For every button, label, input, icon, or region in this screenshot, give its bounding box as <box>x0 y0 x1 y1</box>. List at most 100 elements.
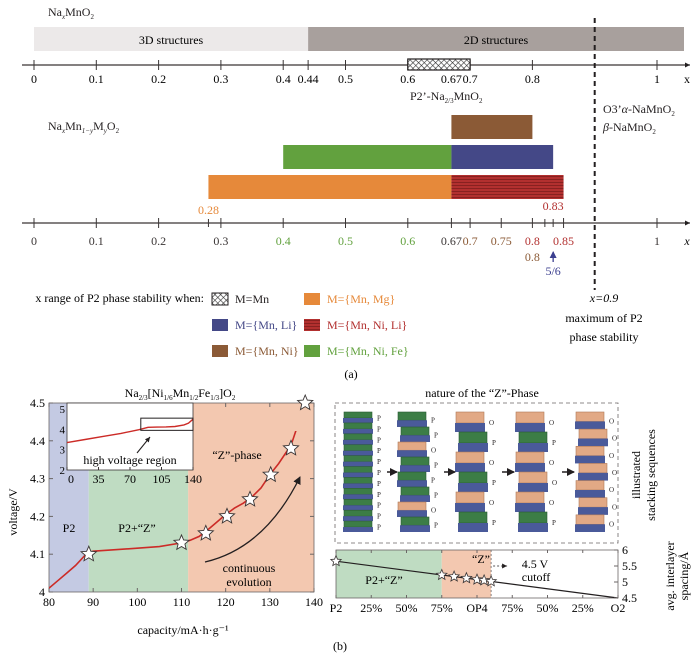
tm-layer <box>458 523 488 532</box>
tm-layer <box>458 443 488 452</box>
side-label-stacking: stacking sequences <box>644 429 658 521</box>
mn-p2-range-bar <box>408 59 470 70</box>
label-0-83: 0.83 <box>543 199 564 213</box>
spacing-y-tick-label: 5.5 <box>622 559 637 573</box>
bottom-axis-tick-label: 1 <box>654 234 660 248</box>
stacking-letter: O <box>609 418 614 426</box>
prismatic-layer <box>344 412 372 418</box>
tm-layer <box>578 473 608 481</box>
bottom-axis-x-label: x <box>683 234 690 248</box>
inset-x-tick-label: 105 <box>153 472 171 486</box>
tm-layer <box>458 483 488 492</box>
spacing-x-tick-label: 75% <box>431 601 453 615</box>
octahedral-layer <box>576 515 604 524</box>
legend-swatch-1 <box>304 293 320 305</box>
stacking-letter: P <box>377 436 381 444</box>
stacking-column-0: PPPPPPPPPPP <box>343 412 381 532</box>
bottom-axis-tick-label: 0.7 <box>463 234 478 248</box>
tm-layer <box>518 443 548 452</box>
inset-x-tick-label: 140 <box>184 472 202 486</box>
spacing-x-tick-label: 25% <box>360 601 382 615</box>
bar-mn-mg <box>208 175 451 199</box>
formula-naxmno2: NaxMnO2 <box>48 5 94 21</box>
tm-layer <box>575 456 605 464</box>
prismatic-layer <box>519 432 547 443</box>
tm-layer <box>578 439 608 447</box>
stacking-letter: P <box>492 479 496 487</box>
stacking-letter: O <box>489 459 494 467</box>
label-0-28: 0.28 <box>198 203 219 217</box>
octahedral-layer <box>576 412 604 421</box>
octahedral-layer <box>516 492 544 503</box>
prismatic-layer <box>401 487 429 495</box>
prismatic-layer <box>344 467 372 473</box>
x-tick-label: 90 <box>87 595 99 609</box>
stacking-letter: O <box>549 459 554 467</box>
stacking-letter: P <box>377 491 381 499</box>
legend-swatch-5 <box>304 345 320 357</box>
stacking-letter: P <box>552 439 556 447</box>
octahedral-layer <box>579 463 607 472</box>
spacing-region-label-p2z: P2+“Z” <box>365 573 402 587</box>
prismatic-layer <box>398 472 426 480</box>
x-tick-label: 130 <box>261 595 279 609</box>
stacking-letter: O <box>552 479 557 487</box>
tm-layer <box>518 483 548 492</box>
bottom-axis-tick-label: 0.67 <box>441 234 462 248</box>
x-tick-label: 140 <box>305 595 323 609</box>
stacking-letter: P <box>377 414 381 422</box>
structure-label-3d: 3D structures <box>139 33 204 47</box>
o3-label: O3’α-NaMnO2 <box>603 102 675 118</box>
panel-b-label: (b) <box>333 639 347 653</box>
tm-layer <box>515 503 545 512</box>
stacking-letter: P <box>377 458 381 466</box>
stacking-column-1: PPOPPPOP <box>397 412 438 532</box>
octahedral-layer <box>519 472 547 483</box>
spacing-x-tick-label: 50% <box>537 601 559 615</box>
inset-x-tick-label: 70 <box>124 472 136 486</box>
tm-layer <box>397 420 427 427</box>
top-axis-tick-label: 0.6 <box>400 72 415 86</box>
prismatic-layer <box>459 432 487 443</box>
stacking-letter: O <box>612 469 617 477</box>
bar-mn-li <box>451 145 553 169</box>
y-tick-label: 4.1 <box>30 547 45 561</box>
formula-doped: NaxMn1−yMyO2 <box>48 119 120 135</box>
p2-prime-label: P2’-Na2/3MnO2 <box>410 89 483 105</box>
max-desc-line1: maximum of P2 <box>565 311 642 325</box>
label-0-8-ni: 0.8 <box>525 250 540 264</box>
prismatic-layer <box>459 512 487 523</box>
octahedral-layer <box>516 452 544 463</box>
top-axis-tick-label: 0.5 <box>338 72 353 86</box>
spacing-x-tick-label: 75% <box>501 601 523 615</box>
legend-label-2: M={Mn, Li} <box>235 318 297 332</box>
octahedral-layer <box>456 412 484 423</box>
stacking-column-3: OPOOOP <box>515 412 557 532</box>
stacking-letter: P <box>434 432 438 440</box>
stacking-letter: O <box>431 447 436 455</box>
region-label-p2z: P2+“Z” <box>118 521 155 535</box>
y-tick-label: 4 <box>39 585 45 599</box>
stacking-letter: O <box>489 499 494 507</box>
stacking-letter: P <box>552 519 556 527</box>
tm-layer <box>515 463 545 472</box>
top-axis-tick-label: 0.2 <box>151 72 166 86</box>
inset-y-tick-label: 3 <box>60 445 66 457</box>
stacking-letter: P <box>377 469 381 477</box>
tm-layer <box>343 451 373 456</box>
y-tick-label: 4.2 <box>30 509 45 523</box>
octahedral-layer <box>398 442 426 450</box>
y-axis-label-spacing-1: avg. interlayer <box>663 541 677 610</box>
bottom-axis-tick-label: 0.2 <box>151 234 166 248</box>
top-axis-tick-label: 1 <box>654 72 660 86</box>
prismatic-layer <box>401 457 429 465</box>
prismatic-layer <box>344 499 372 505</box>
top-axis-tick-label: 0.3 <box>213 72 228 86</box>
prismatic-layer <box>344 510 372 516</box>
x-tick-label: 100 <box>128 595 146 609</box>
spacing-x-tick-label: 25% <box>572 601 594 615</box>
inset-label: high voltage region <box>83 453 176 467</box>
cutoff-label-2: cutoff <box>522 570 550 584</box>
bottom-axis-tick-label: 0.3 <box>213 234 228 248</box>
tm-layer <box>343 462 373 467</box>
